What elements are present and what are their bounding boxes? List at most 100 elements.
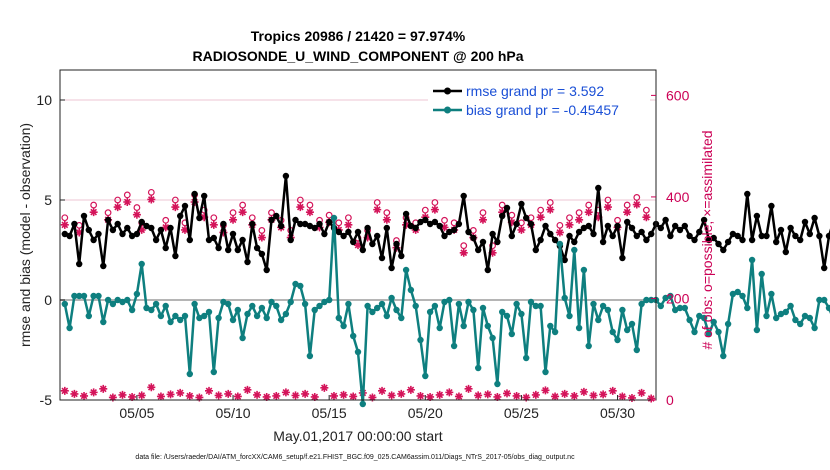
series-point-bias [825,304,830,312]
obs-assimilated-marker-low [108,393,117,402]
series-point-bias [441,298,448,306]
obs-assimilated-marker [180,225,189,234]
series-point-rmse [436,222,443,230]
obs-assimilated-marker [209,220,218,229]
series-point-bias [76,292,83,300]
series-point-bias [162,302,169,310]
series-point-bias [152,300,160,308]
series-point-bias [700,314,708,322]
obs-possible-marker [90,201,98,209]
series-point-bias [109,300,117,308]
series-point-rmse [301,220,309,228]
series-point-rmse [662,216,669,224]
series-point-bias [518,310,525,318]
series-point-rmse [297,220,304,228]
obs-assimilated-marker [440,223,449,232]
obs-assimilated-marker [565,220,574,229]
obs-possible-marker [210,214,218,222]
x-tick-label: 05/25 [504,405,539,421]
obs-assimilated-marker-low [339,390,348,399]
y2-tick-label: 600 [666,87,690,103]
series-point-bias [143,304,150,312]
x-tick-label: 05/30 [600,405,635,421]
obs-assimilated-marker [478,215,487,224]
series-point-rmse [244,258,251,266]
ticks-layer: -5 0 5 10 0 200 400 600 05/05 05/10 05/15 05/20 05/2… [36,87,689,421]
series-point-rmse [104,216,112,224]
series-point-rmse [643,236,650,244]
series-point-rmse [508,232,515,240]
series-point-rmse [816,232,823,240]
obs-possible-marker [133,204,141,211]
series-point-rmse [263,266,270,274]
y-tick-label: 5 [44,192,52,208]
series-point-bias [503,312,511,320]
obs-assimilated-marker-low [118,390,127,399]
series-point-rmse [268,216,275,224]
series-point-rmse [311,224,318,232]
series-point-rmse [450,226,458,234]
series-point-rmse [191,190,198,198]
series-point-rmse [277,222,285,230]
series-point-rmse [561,256,568,264]
obs-assimilated-marker-low [329,391,338,400]
chart-title-line1: Tropics 20986 / 21420 = 97.974% [251,28,466,44]
y-tick-label: -5 [40,392,53,408]
series-point-bias [354,348,362,356]
obs-assimilated-marker-low [512,391,521,400]
y2-tick-label: 0 [666,392,674,408]
obs-assimilated-marker [555,228,564,237]
series-point-rmse [806,230,813,238]
obs-assimilated-marker [229,215,238,224]
obs-assimilated-marker [238,208,247,217]
series-point-rmse [90,236,97,244]
obs-assimilated-marker-low [205,386,213,395]
obs-assimilated-marker-low [589,391,598,400]
legend-box [428,76,650,120]
series-point-rmse [797,236,804,244]
series-point-bias [273,302,280,310]
obs-assimilated-marker [488,248,497,257]
series-point-rmse [590,230,597,238]
series-point-rmse [527,220,535,228]
series-point-bias [402,266,410,274]
obs-assimilated-marker [498,208,507,217]
obs-assimilated-marker [546,205,555,214]
series-point-rmse [619,254,626,262]
obs-assimilated-marker-low [531,390,540,399]
obs-assimilated-marker [171,203,180,212]
series-point-bias [277,316,285,324]
series-point-rmse [340,232,347,240]
series-point-rmse [773,238,780,246]
obs-possible-marker [147,188,155,196]
series-point-bias [316,302,323,310]
series-point-bias [239,334,246,342]
series-point-rmse [234,246,241,254]
series-point-bias [85,312,93,320]
series-point-bias [388,294,395,302]
series-point-rmse [811,214,818,222]
series-point-bias [797,320,804,328]
y2-axis-label: # of obs: o=possible; ×=assimilated [699,130,715,349]
series-point-bias [186,370,193,378]
series-point-rmse [753,212,761,220]
obs-assimilated-marker-low [416,391,425,400]
series-point-bias [744,304,751,312]
series-point-rmse [143,222,150,230]
series-point-rmse [138,218,145,226]
legend: rmse grand pr = 3.592 bias grand pr = -0… [428,76,650,120]
series-point-rmse [614,222,621,230]
obs-assimilated-marker-low [310,392,319,401]
series-point-bias [556,240,564,248]
obs-possible-marker [556,221,564,229]
series-point-rmse [710,234,717,242]
series-point-rmse [287,236,294,244]
series-point-bias [225,300,232,308]
series-point-rmse [249,220,256,228]
series-point-rmse [152,236,160,244]
series-point-rmse [114,220,121,228]
obs-assimilated-marker-low [435,390,444,399]
series-point-rmse [359,246,366,254]
series-point-rmse [133,230,141,238]
obs-assimilated-marker-low [599,390,608,399]
